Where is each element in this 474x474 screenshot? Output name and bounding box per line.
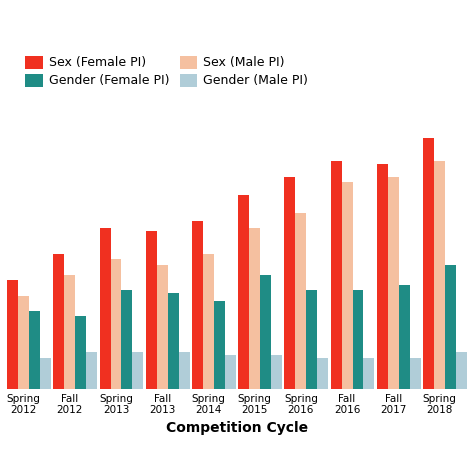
Bar [317, 358, 328, 389]
Legend: Sex (Female PI), Gender (Female PI), Sex (Male PI), Gender (Male PI): Sex (Female PI), Gender (Female PI), Sex… [20, 51, 313, 92]
Bar [260, 275, 271, 389]
Bar [364, 358, 374, 389]
Bar [64, 275, 75, 389]
Bar [203, 254, 214, 389]
Bar [284, 177, 295, 389]
Bar [7, 280, 18, 389]
Bar [249, 228, 260, 389]
Bar [75, 316, 86, 389]
Bar [377, 164, 388, 389]
Bar [225, 355, 236, 389]
Bar [168, 293, 179, 389]
Bar [331, 161, 342, 389]
Bar [434, 161, 445, 389]
Bar [110, 259, 121, 389]
Bar [157, 264, 168, 389]
Bar [271, 355, 282, 389]
Bar [214, 301, 225, 389]
Bar [306, 291, 317, 389]
Bar [410, 358, 420, 389]
Bar [29, 311, 40, 389]
Bar [295, 213, 306, 389]
Bar [18, 296, 29, 389]
Bar [342, 182, 353, 389]
Bar [40, 358, 51, 389]
Bar [132, 353, 143, 389]
Bar [54, 254, 64, 389]
Bar [100, 228, 110, 389]
Bar [86, 353, 97, 389]
Bar [146, 231, 157, 389]
Bar [179, 353, 190, 389]
X-axis label: Competition Cycle: Competition Cycle [166, 421, 308, 435]
Bar [399, 285, 410, 389]
Bar [456, 353, 467, 389]
Bar [388, 177, 399, 389]
Bar [423, 138, 434, 389]
Bar [353, 291, 364, 389]
Bar [192, 220, 203, 389]
Bar [445, 264, 456, 389]
Bar [121, 291, 132, 389]
Bar [238, 195, 249, 389]
